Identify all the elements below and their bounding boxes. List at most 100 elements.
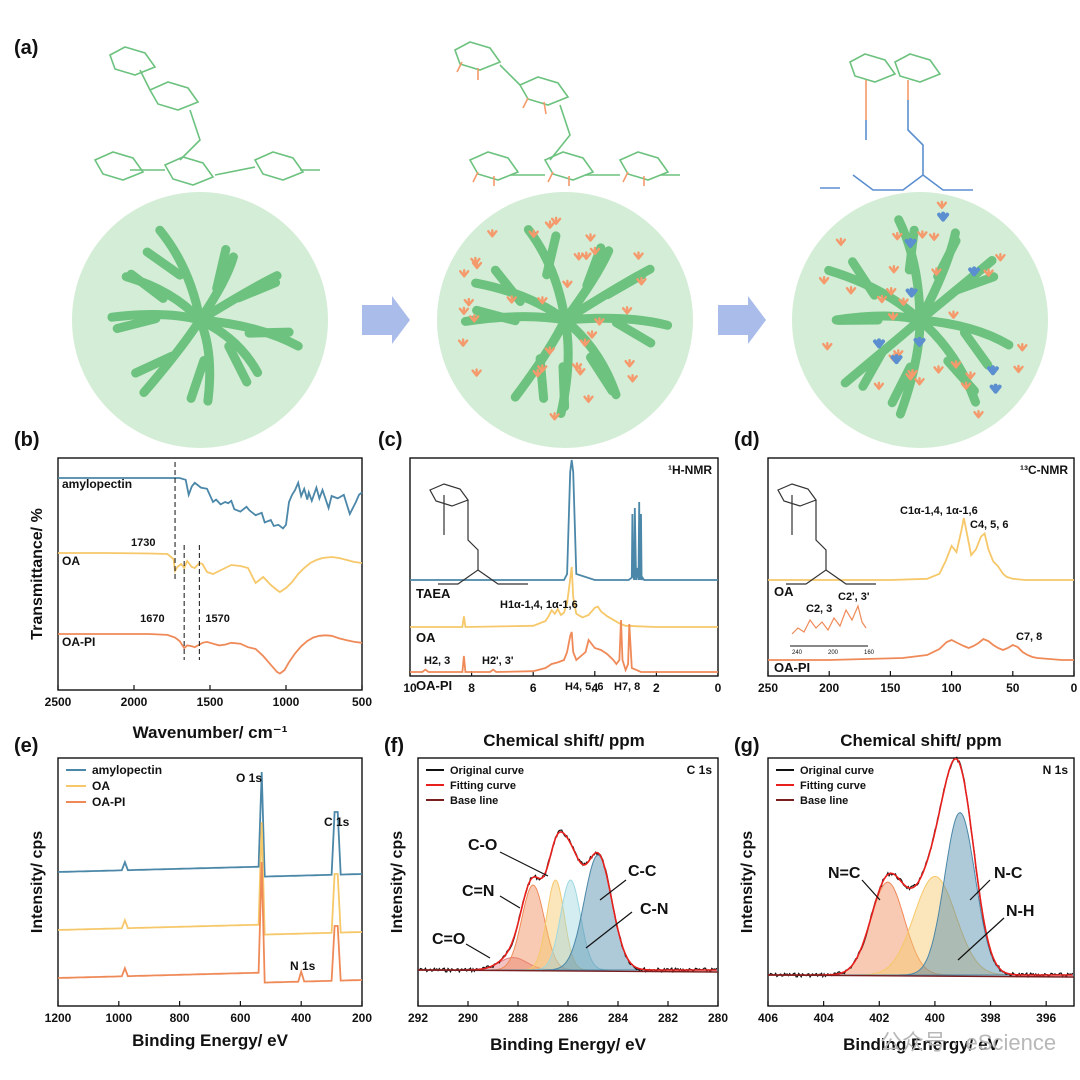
plot-frame: [767, 457, 1075, 677]
structure-sketch: [429, 483, 528, 585]
polymer-branch: [472, 305, 520, 326]
plot-frame: [57, 757, 363, 1007]
aldehyde-mark: [1017, 343, 1028, 352]
polymer-branch: [848, 257, 879, 300]
inset-tick-label: 200: [828, 650, 839, 656]
aldehyde-mark: [950, 360, 962, 369]
panel-label-a: (a): [14, 37, 38, 59]
legend-label: Original curve: [800, 765, 874, 777]
x-tick-label: 400: [291, 1011, 311, 1025]
polymer-branch: [139, 315, 205, 397]
legend-label: Fitting curve: [800, 780, 866, 792]
x-tick-label: 406: [758, 1011, 778, 1025]
sphere-amylopectin: [72, 192, 328, 448]
series-label-taea: TAEA: [416, 586, 451, 601]
peak-n-h: [768, 875, 1074, 976]
annotation-h4-5-6: H4, 5, 6: [565, 681, 604, 693]
aldehyde-mark: [1013, 364, 1024, 374]
x-tick-label: 400: [925, 1011, 945, 1025]
peak-label-n=c: N=C: [828, 865, 861, 882]
polymer-branch: [212, 245, 231, 293]
series-label-oa: OA: [416, 630, 436, 645]
x-tick-label: 288: [508, 1011, 528, 1025]
x-tick-label: 500: [352, 695, 372, 709]
polymer-branch: [195, 315, 263, 378]
x-tick-label: 284: [608, 1011, 628, 1025]
polymer-branch: [558, 362, 570, 412]
polymer-branch: [904, 225, 919, 275]
peak-label-leader: [969, 879, 991, 901]
x-tick-label: 402: [869, 1011, 889, 1025]
aldehyde-mark: [471, 260, 483, 270]
legend-label-oa-pi: OA-PI: [92, 795, 125, 809]
aldehyde-mark: [633, 251, 644, 260]
aldehyde-mark: [873, 381, 885, 390]
aldehyde-mark: [458, 306, 470, 315]
x-tick-label: 150: [880, 681, 900, 695]
series-line-oa-pi: [410, 619, 718, 673]
polymer-branch: [840, 315, 925, 388]
annotation-c4-5-6: C4, 5, 6: [970, 519, 1009, 531]
peak-label-n-h: N-H: [1006, 903, 1034, 920]
x-tick-label: 2500: [45, 695, 72, 709]
series-label-oa-pi: OA-PI: [416, 678, 452, 693]
aldehyde-mark: [624, 359, 635, 368]
amine-crosslinker: [873, 338, 885, 349]
aldehyde-mark: [594, 317, 605, 326]
aldehyde-mark: [995, 253, 1006, 262]
base-line: [767, 974, 1075, 978]
aldehyde-mark: [469, 314, 480, 323]
polymer-branch: [824, 265, 925, 325]
polymer-branch: [959, 328, 993, 370]
plot-frame: [57, 457, 363, 691]
x-tick-label: 292: [408, 1011, 428, 1025]
polymer-branch: [895, 315, 925, 419]
polymer-branch: [471, 278, 570, 325]
panel-label-e: (e): [14, 735, 38, 757]
aldehyde-mark: [822, 341, 833, 351]
peak-label-leader: [499, 851, 549, 877]
aldehyde-mark: [835, 237, 847, 246]
chart-title: ¹H-NMR: [668, 463, 712, 477]
plot-frame: [767, 757, 1075, 1007]
y-axis-label: Intensity/ cps: [389, 831, 406, 933]
x-tick-label: 398: [981, 1011, 1001, 1025]
x-tick-label: 282: [658, 1011, 678, 1025]
polymer-branch: [542, 231, 561, 280]
x-tick-label: 600: [230, 1011, 250, 1025]
panel-e-xps-survey: 1200 1000 800 600 400 200 Binding Energy/ eV In…: [29, 757, 372, 1050]
series-line-amylopectin: [57, 771, 363, 878]
aldehyde-mark: [888, 265, 900, 274]
y-axis-label: Transmittance/ %: [29, 508, 46, 640]
annotation-h2-3: H2, 3: [424, 655, 450, 667]
oa-pi-structure: [820, 53, 973, 191]
polymer-branch: [582, 243, 606, 290]
polymer-branch: [224, 341, 252, 387]
aldehyde-mark: [532, 368, 543, 378]
polymer-branch: [858, 346, 888, 391]
aldehyde-mark: [589, 246, 601, 256]
x-tick-label: 100: [942, 681, 962, 695]
x-tick-label: 0: [715, 681, 722, 695]
legend-label: Base line: [800, 795, 848, 807]
x-tick-label: 286: [558, 1011, 578, 1025]
aldehyde-mark: [931, 267, 942, 276]
aldehyde-mark: [487, 229, 498, 238]
chart-title: ¹³C-NMR: [1020, 463, 1068, 477]
aldehyde-mark: [544, 346, 555, 355]
x-axis-label: Binding Energy/ eV: [490, 1035, 647, 1054]
aldehyde-mark: [586, 330, 598, 339]
polymer-branch: [126, 269, 168, 303]
aldehyde-mark: [818, 276, 830, 285]
series-label-oa: OA: [62, 554, 80, 568]
arrow-right-icon: [362, 296, 410, 344]
aldehyde-mark: [948, 310, 959, 319]
polymer-branch: [112, 314, 161, 333]
annotation-c1s: C 1s: [324, 815, 350, 829]
sphere-oxidized-amylopectin: [437, 192, 693, 448]
amine-crosslinker: [890, 354, 903, 365]
x-tick-label: 800: [170, 1011, 190, 1025]
peak-label-leader: [957, 917, 1005, 961]
annotation-h7-8: H7, 8: [614, 681, 640, 693]
series-line-taea: [410, 459, 718, 581]
